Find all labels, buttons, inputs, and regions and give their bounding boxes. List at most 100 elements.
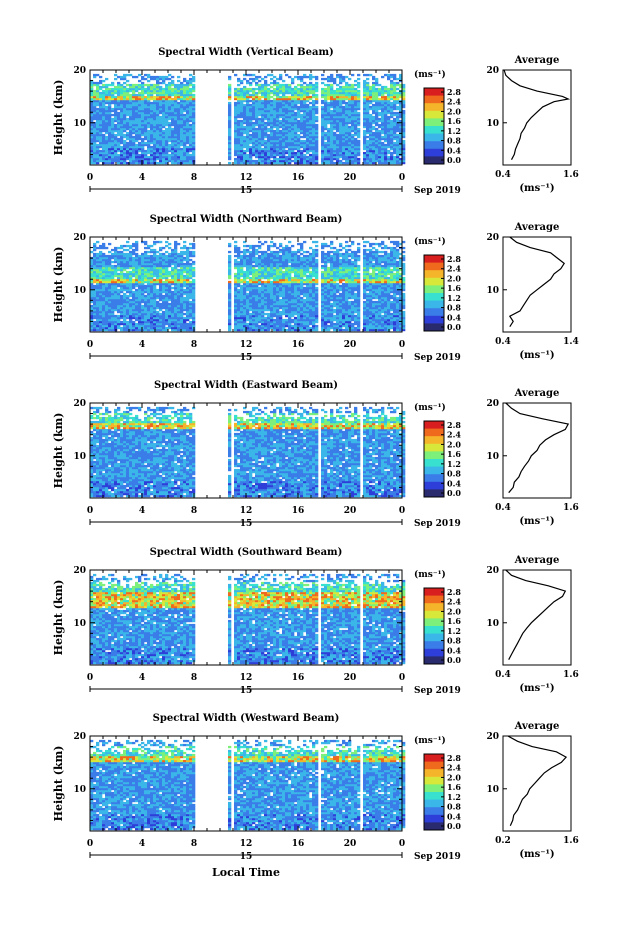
heatmap-cell [348,111,352,115]
heatmap-cell [324,117,328,121]
heatmap-cell [153,99,157,103]
heatmap-cell [378,93,382,97]
heatmap-cell [252,105,256,109]
heatmap-cell [369,137,373,141]
heatmap-cell [381,129,385,133]
heatmap-cell [390,115,394,119]
heatmap-cell [99,296,103,300]
heatmap-cell [243,159,247,163]
heatmap-cell [309,109,313,113]
heatmap-cell [174,242,178,246]
heatmap-cell [276,141,280,145]
heatmap-cell [150,75,154,79]
heatmap-cell [309,141,313,145]
heatmap-cell [285,119,289,123]
heatmap-cell [102,101,106,105]
heatmap-cell [153,157,157,161]
heatmap-cell [354,129,358,133]
heatmap-cell [96,294,100,298]
heatmap-cell [372,139,376,143]
heatmap-cell [306,111,310,115]
heatmap-cell [240,113,244,117]
heatmap-cell [183,83,187,87]
heatmap-cell [375,97,379,101]
heatmap-cell [234,161,238,165]
heatmap-cell [372,89,376,93]
heatmap-cell [156,155,160,159]
heatmap-cell [114,103,118,107]
heatmap-cell [243,137,247,141]
heatmap-cell [258,103,262,107]
heatmap-cell [135,302,139,306]
heatmap-cell [243,161,247,165]
heatmap-cell [333,89,337,93]
heatmap-cell [258,97,262,101]
heatmap-cell [96,151,100,155]
heatmap-cell [333,117,337,121]
heatmap-cell [285,113,289,117]
heatmap-cell [138,143,142,147]
heatmap-cell [177,278,181,282]
heatmap-cell [93,276,97,280]
heatmap-cell [162,141,166,145]
heatmap-cell [177,256,181,260]
heatmap-cell [171,113,175,117]
heatmap-cell [363,89,367,93]
heatmap-cell [186,123,190,127]
heatmap-cell [177,139,181,143]
heatmap-cell [111,153,115,157]
heatmap-cell [105,93,109,97]
heatmap-cell [366,123,370,127]
heatmap-cell [150,131,154,135]
heatmap-cell [168,95,172,99]
heatmap-cell [114,278,118,282]
colorbar-unit: (ms⁻¹) [414,69,446,80]
heatmap-cell [363,161,367,165]
heatmap-cell [339,141,343,145]
heatmap-cell [363,85,367,89]
heatmap-cell [351,93,355,97]
heatmap-cell [294,123,298,127]
heatmap-cell [309,137,313,141]
heatmap-cell [249,157,253,161]
heatmap-cell [138,284,142,288]
heatmap-cell [249,119,253,123]
heatmap-cell [114,147,118,151]
heatmap-cell [333,99,337,103]
heatmap-cell [171,107,175,111]
heatmap-cell [333,151,337,155]
heatmap-cell [306,145,310,149]
heatmap-cell [363,131,367,135]
heatmap-cell [336,91,340,95]
heatmap-cell [177,121,181,125]
heatmap-cell [129,113,133,117]
heatmap-cell [135,314,139,318]
heatmap-cell [147,91,151,95]
heatmap-cell [156,83,160,87]
heatmap-cell [165,133,169,137]
heatmap-cell [315,87,319,91]
heatmap-cell [180,320,184,324]
heatmap-cell [288,99,292,103]
heatmap-cell [132,298,136,302]
heatmap-cell [90,280,94,284]
heatmap-cell [324,121,328,125]
heatmap-cell [381,153,385,157]
heatmap-cell [135,109,139,113]
heatmap-cell [351,83,355,87]
heatmap-cell [351,97,355,101]
heatmap-cell [135,105,139,109]
heatmap-cell [93,159,97,163]
heatmap-cell [294,135,298,139]
heatmap-cell [177,310,181,314]
heatmap-cell [300,77,304,81]
heatmap-cell [177,328,181,332]
heatmap-cell [105,286,109,290]
heatmap-cell [141,274,145,278]
heatmap-cell [114,318,118,322]
heatmap-cell [96,149,100,153]
heatmap-cell [150,105,154,109]
heatmap-cell [138,97,142,101]
heatmap-cell [390,105,394,109]
heatmap-cell [156,268,160,272]
